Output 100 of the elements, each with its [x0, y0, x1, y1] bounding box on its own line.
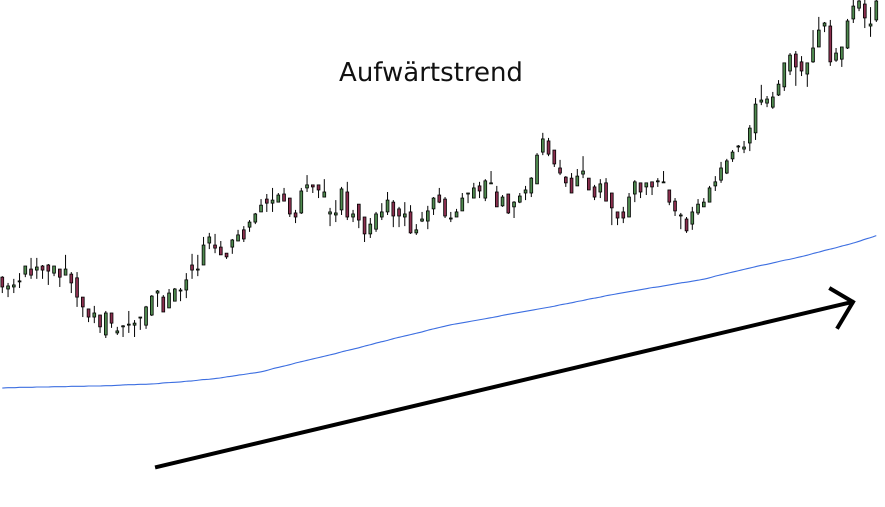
- candlestick: [484, 178, 488, 202]
- candlestick: [806, 62, 810, 88]
- candlestick: [771, 91, 775, 110]
- candlestick: [530, 176, 534, 198]
- candlestick: [811, 30, 815, 64]
- candlestick: [466, 192, 470, 204]
- candlestick: [392, 200, 396, 228]
- candlestick: [162, 294, 166, 312]
- candlestick: [213, 233, 217, 254]
- candlestick: [541, 132, 545, 156]
- candlestick: [64, 254, 68, 276]
- candlestick: [644, 182, 648, 196]
- candlestick: [857, 0, 861, 12]
- candlestick: [719, 161, 723, 184]
- candlestick: [75, 272, 79, 308]
- candlestick: [627, 192, 631, 218]
- candlestick: [144, 305, 148, 330]
- candlestick: [202, 236, 206, 266]
- candlestick: [254, 212, 258, 225]
- candlestick: [236, 229, 240, 242]
- candlestick: [403, 202, 407, 227]
- candlestick: [208, 232, 212, 250]
- candlestick: [863, 0, 867, 29]
- candlestick: [426, 205, 430, 230]
- candlestick: [552, 150, 556, 168]
- candlestick: [70, 272, 74, 294]
- candlestick: [668, 189, 672, 206]
- candlestick: [581, 156, 585, 179]
- text: Aufwärtstrend: [339, 58, 523, 88]
- candlestick: [368, 218, 372, 238]
- candlestick: [305, 174, 309, 192]
- candlestick: [110, 312, 114, 328]
- candlestick: [259, 198, 263, 212]
- candlestick: [52, 266, 56, 277]
- candlestick: [506, 194, 510, 214]
- candlestick: [178, 287, 182, 302]
- candlestick: [576, 168, 580, 186]
- candlestick: [800, 56, 804, 77]
- candlestick: [334, 200, 338, 223]
- candlestick: [662, 170, 666, 184]
- candlestick: [524, 185, 528, 201]
- candlestick: [414, 224, 418, 236]
- candlestick: [834, 47, 838, 62]
- candlestick: [173, 287, 177, 302]
- candlestick: [650, 181, 654, 196]
- candlestick: [29, 257, 33, 280]
- candlestick: [156, 290, 160, 308]
- candlestick: [570, 172, 574, 194]
- candlestick: [788, 52, 792, 76]
- candlestick: [242, 226, 246, 243]
- candlestick: [696, 198, 700, 216]
- candlestick: [748, 124, 752, 152]
- candlestick: [598, 178, 602, 199]
- candlestick: [420, 211, 424, 223]
- candlestick: [397, 206, 401, 228]
- candlestick: [58, 268, 62, 288]
- candlestick: [489, 170, 493, 184]
- candlestick: [868, 6, 872, 38]
- candlestick: [408, 204, 412, 234]
- candlestick: [196, 254, 200, 277]
- candlestick: [40, 264, 44, 280]
- candlestick: [0, 276, 4, 294]
- candlestick: [86, 308, 90, 323]
- candlestick: [351, 209, 355, 223]
- candlestick: [265, 194, 269, 212]
- candlestick: [443, 196, 447, 219]
- candlestick: [690, 206, 694, 230]
- candlestick: [546, 137, 550, 157]
- candlestick: [300, 187, 304, 214]
- candlestick: [512, 200, 516, 219]
- candlestick: [708, 185, 712, 203]
- candlestick: [472, 182, 476, 199]
- candlestick: [438, 187, 442, 204]
- candlestick: [150, 294, 154, 317]
- candlestick: [6, 282, 10, 298]
- candlestick: [288, 198, 292, 218]
- candlestick: [478, 181, 482, 199]
- candlestick: [362, 216, 366, 243]
- candlestick: [782, 62, 786, 92]
- candlestick: [248, 220, 252, 232]
- candlestick: [104, 310, 108, 338]
- candlestick: [92, 305, 96, 324]
- candlestick: [776, 80, 780, 96]
- candlestick: [230, 238, 234, 254]
- candlestick: [449, 211, 453, 223]
- candlestick: [518, 192, 522, 204]
- candlestick: [132, 320, 136, 338]
- candlestick: [184, 272, 188, 299]
- candlestick: [679, 212, 683, 230]
- candlestick: [730, 150, 734, 162]
- candlestick: [622, 206, 626, 224]
- candlestick: [374, 211, 378, 232]
- candlestick: [616, 211, 620, 226]
- candlestick: [18, 272, 22, 288]
- candlestick: [765, 95, 769, 108]
- candlestick: [35, 257, 39, 280]
- candlestick: [587, 178, 591, 190]
- candlestick: [840, 46, 844, 68]
- candlestick: [294, 209, 298, 224]
- candlestick: [684, 216, 688, 234]
